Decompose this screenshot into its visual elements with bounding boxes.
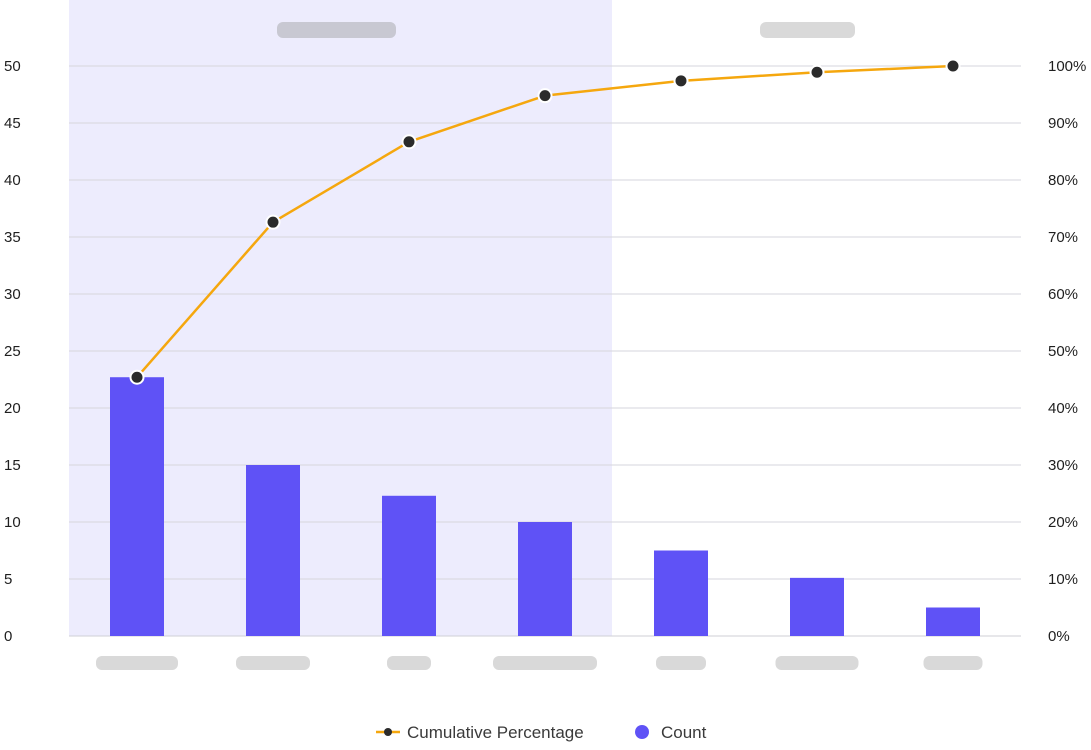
y-right-tick-label: 80% [1048,172,1078,189]
cumulative-line [129,58,961,385]
y-left-tick-label: 5 [4,571,12,588]
legend-label-cumulative: Cumulative Percentage [407,723,584,742]
x-category-label-placeholder [923,656,983,670]
count-bar [654,550,708,636]
cumulative-point [673,73,689,89]
y-right-tick-label: 70% [1048,229,1078,246]
y-left-tick-label: 10 [4,514,21,531]
y-right-tick-label: 90% [1048,115,1078,132]
cumulative-point [945,58,961,74]
count-bar [790,577,844,636]
x-category-label-placeholder [656,656,706,670]
y-right-tick-label: 30% [1048,457,1078,474]
cumulative-point [129,369,145,385]
y-left-tick-label: 25 [4,343,21,360]
cumulative-point [537,88,553,104]
count-bar [518,522,572,636]
y-left-tick-label: 50 [4,58,21,75]
count-bar [110,377,164,636]
y-right-tick-label: 20% [1048,514,1078,531]
y-right-tick-label: 40% [1048,400,1078,417]
cumulative-point [809,64,825,80]
legend: Cumulative Percentage Count [376,723,707,742]
y-left-tick-label: 40 [4,172,21,189]
y-left-tick-label: 15 [4,457,21,474]
legend-label-count: Count [661,723,707,742]
x-category-label-placeholder [96,656,178,670]
y-right-tick-label: 0% [1048,628,1070,645]
y-right-tick-label: 50% [1048,343,1078,360]
zone-label-placeholder [760,22,855,38]
y-right-tick-label: 60% [1048,286,1078,303]
x-category-label-placeholder [387,656,431,670]
x-category-label-placeholder [775,656,859,670]
legend-line-marker [384,728,392,736]
bars [110,377,980,636]
highlight-layer [69,0,855,636]
y-right-tick-label: 10% [1048,571,1078,588]
y-right-tick-label: 100% [1048,58,1086,75]
x-category-label-placeholder [236,656,310,670]
y-left-tick-label: 45 [4,115,21,132]
zone-label-placeholder [277,22,396,38]
y-left-tick-label: 35 [4,229,21,246]
cumulative-point [401,134,417,150]
count-bar [246,465,300,636]
y-left-tick-label: 0 [4,628,12,645]
count-bar [382,495,436,636]
axes: 0 0% 5 10% 10 20% 15 30% 20 40% 25 50% 30 60% 35 70% 40 8… [4,58,1086,670]
y-left-tick-label: 30 [4,286,21,303]
x-category-label-placeholder [493,656,597,670]
count-bar [926,607,980,636]
legend-bar-swatch [635,725,649,739]
y-left-tick-label: 20 [4,400,21,417]
cumulative-point [265,214,281,230]
